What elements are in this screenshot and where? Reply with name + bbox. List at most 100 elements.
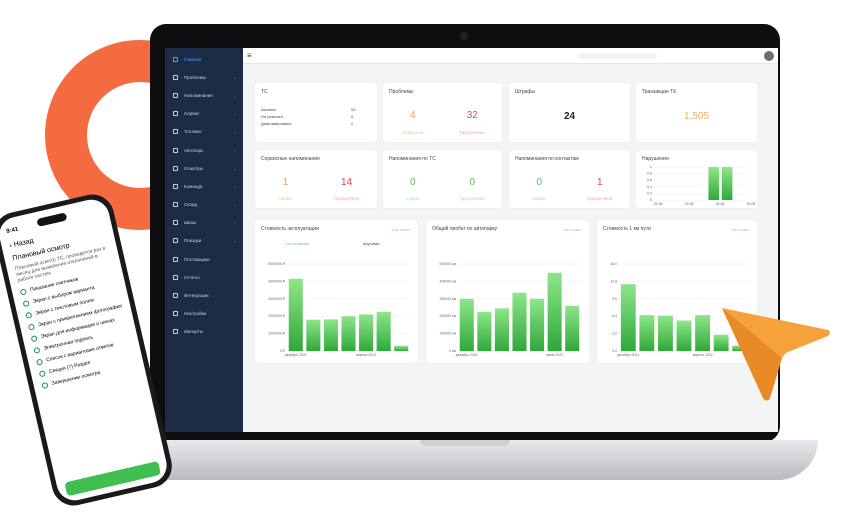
x-tick-label: апрель 2022	[356, 353, 376, 357]
operating-cost-chart: 0 ₽ 1000000 ₽ 2000000 ₽ 3000000 ₽ 4000000 ₽ 5…	[268, 262, 410, 357]
sidebar-item-label: Шины	[184, 220, 197, 226]
bar[interactable]	[288, 278, 303, 351]
bar[interactable]	[394, 345, 409, 351]
laptop: Главная Проблемы ⌄ Напоминания ⌄ Сервис ⌄ Топли…	[150, 24, 780, 442]
supplier-icon	[173, 256, 178, 262]
tab-histogram[interactable]: Гистограмма	[285, 241, 309, 246]
bar[interactable]	[359, 314, 374, 351]
chevron-down-icon: ⌄	[233, 129, 237, 135]
sidebar-item-scan[interactable]: Осмотры ⌄	[165, 159, 243, 177]
card-title: Нарушения	[642, 156, 669, 162]
step-icon	[36, 358, 44, 366]
bar[interactable]	[639, 315, 655, 351]
bar[interactable]	[565, 305, 580, 351]
card-title: Напоминания по ТС	[389, 156, 436, 162]
card-title: Штрафы	[515, 89, 536, 95]
phone-action-button[interactable]	[64, 460, 162, 497]
bar[interactable]	[620, 284, 636, 351]
laptop-base	[112, 440, 818, 480]
bar[interactable]	[713, 334, 729, 351]
fines-value: 24	[563, 111, 576, 122]
overdue-count: 14	[340, 177, 353, 188]
bar[interactable]	[695, 315, 710, 351]
report-link[interactable]: См. отчет	[731, 227, 749, 232]
sidebar-item-report[interactable]: Отчеты	[165, 268, 243, 286]
y-tick-label: 0	[650, 198, 652, 202]
sidebar-item-problem[interactable]: Проблемы ⌄	[165, 68, 243, 86]
x-tick-label: декабрь 2021	[285, 353, 307, 357]
card-fines[interactable]: Штрафы 24	[509, 83, 630, 142]
value: 53	[351, 107, 356, 112]
sidebar-item-wrench[interactable]: Сервис ⌄	[165, 105, 243, 123]
bar[interactable]	[323, 319, 338, 351]
card-operating-cost[interactable]: Стоимость эксплуатации См. отчет Гистогр…	[255, 220, 418, 363]
sidebar-item-team[interactable]: Команда ⌄	[165, 177, 243, 195]
bar[interactable]	[721, 167, 733, 200]
sidebar-item-supplier[interactable]: Поставщики	[165, 250, 243, 268]
step-icon	[38, 370, 46, 378]
bar[interactable]	[306, 319, 321, 351]
report-link[interactable]: См. отчет	[392, 227, 410, 232]
bar[interactable]	[732, 345, 748, 351]
card-service-reminders[interactable]: Сервисные напоминания 1 14 Скоро Просроч…	[255, 150, 377, 208]
dashboard-screen: Главная Проблемы ⌄ Напоминания ⌄ Сервис ⌄ Топли…	[165, 48, 778, 432]
y-tick-label: 200000 км	[439, 314, 456, 318]
card-problems[interactable]: Проблемы 4 32 Открытые Просрочено	[383, 83, 502, 142]
sidebar-item-warehouse[interactable]: Склад ⌄	[165, 196, 243, 214]
step-icon	[25, 311, 33, 319]
sidebar-item-fuel[interactable]: Топливо ⌄	[165, 123, 243, 141]
card-violations[interactable]: Нарушения 0 0.2 0.4 0.6 0.8 1 22.06 23.06 24.06 2…	[636, 150, 757, 208]
value: 0	[351, 114, 354, 119]
x-tick-label: декабрь 2021	[456, 353, 478, 357]
sidebar-item-gear[interactable]: Настройки	[165, 305, 243, 323]
bar[interactable]	[459, 298, 474, 351]
bar[interactable]	[676, 320, 692, 351]
card-cost-per-km[interactable]: Стоимость 1 км пути См. отчет 0.0 3.2 6.4 9…	[597, 220, 757, 363]
sidebar-item-car[interactable]: Автопарк ⌄	[165, 141, 243, 159]
bar[interactable]	[512, 292, 527, 351]
sidebar-item-label: Поездки	[184, 238, 202, 244]
x-tick-label: апрель 2022	[692, 353, 712, 357]
chevron-down-icon: ⌄	[233, 165, 237, 171]
bar[interactable]	[708, 167, 720, 200]
label: Активно	[261, 107, 277, 112]
card-contact-reminders[interactable]: Напоминания по контактам 0 1 Скоро Проср…	[509, 150, 630, 208]
overdue-label: Просрочено	[587, 196, 613, 201]
card-vehicle-reminders[interactable]: Напоминания по ТС 0 0 Скоро Просрочено	[383, 150, 502, 208]
report-link[interactable]: См. отчет	[563, 227, 581, 232]
phone-screen: 9:41 ‹ Назад Плановый осмотр Плановый ос…	[0, 196, 171, 504]
x-tick-label: июнь 2022	[546, 353, 563, 357]
x-tick-label: 22.06	[654, 202, 663, 206]
sidebar-item-bell[interactable]: Напоминания ⌄	[165, 86, 243, 104]
search-input[interactable]	[577, 53, 657, 59]
chevron-down-icon: ⌄	[233, 238, 237, 244]
card-vehicles[interactable]: ТС Активно 53 На ремонте 0 Деактивировано 2	[255, 83, 377, 142]
sidebar-item-tire[interactable]: Шины ⌄	[165, 214, 243, 232]
back-label: Назад	[13, 237, 35, 249]
card-transactions[interactable]: Транзакции ТК 1,505	[636, 83, 757, 142]
bar[interactable]	[658, 315, 673, 351]
chart-title: Стоимость 1 км пути	[603, 226, 651, 232]
bar[interactable]	[547, 272, 562, 351]
menu-icon[interactable]: ≡	[247, 51, 252, 60]
bar[interactable]	[530, 298, 545, 351]
sidebar: Главная Проблемы ⌄ Напоминания ⌄ Сервис ⌄ Топли…	[165, 48, 243, 432]
card-title: Проблемы	[389, 89, 414, 95]
sidebar-item-trip[interactable]: Поездки ⌄	[165, 232, 243, 250]
sidebar-item-home[interactable]: Главная	[165, 50, 243, 68]
row-deactivated: Деактивировано 2	[261, 121, 353, 126]
bar[interactable]	[341, 316, 356, 351]
y-tick-label: 1000000 ₽	[268, 332, 286, 336]
bar[interactable]	[376, 311, 391, 351]
bar[interactable]	[494, 308, 509, 351]
open-label: Открытые	[402, 130, 424, 135]
avatar[interactable]	[764, 51, 774, 61]
sidebar-item-cloud-upload[interactable]: Импорты	[165, 323, 243, 341]
tab-pie[interactable]: Круговая	[363, 241, 380, 246]
sidebar-item-sync[interactable]: Интеграции	[165, 286, 243, 304]
card-title: Транзакции ТК	[642, 89, 677, 95]
card-total-mileage[interactable]: Общий пробег по автопарку См. отчет 0 км…	[426, 220, 589, 363]
bar[interactable]	[477, 311, 492, 351]
sidebar-item-label: Склад	[184, 202, 198, 208]
fuel-icon	[173, 129, 178, 135]
